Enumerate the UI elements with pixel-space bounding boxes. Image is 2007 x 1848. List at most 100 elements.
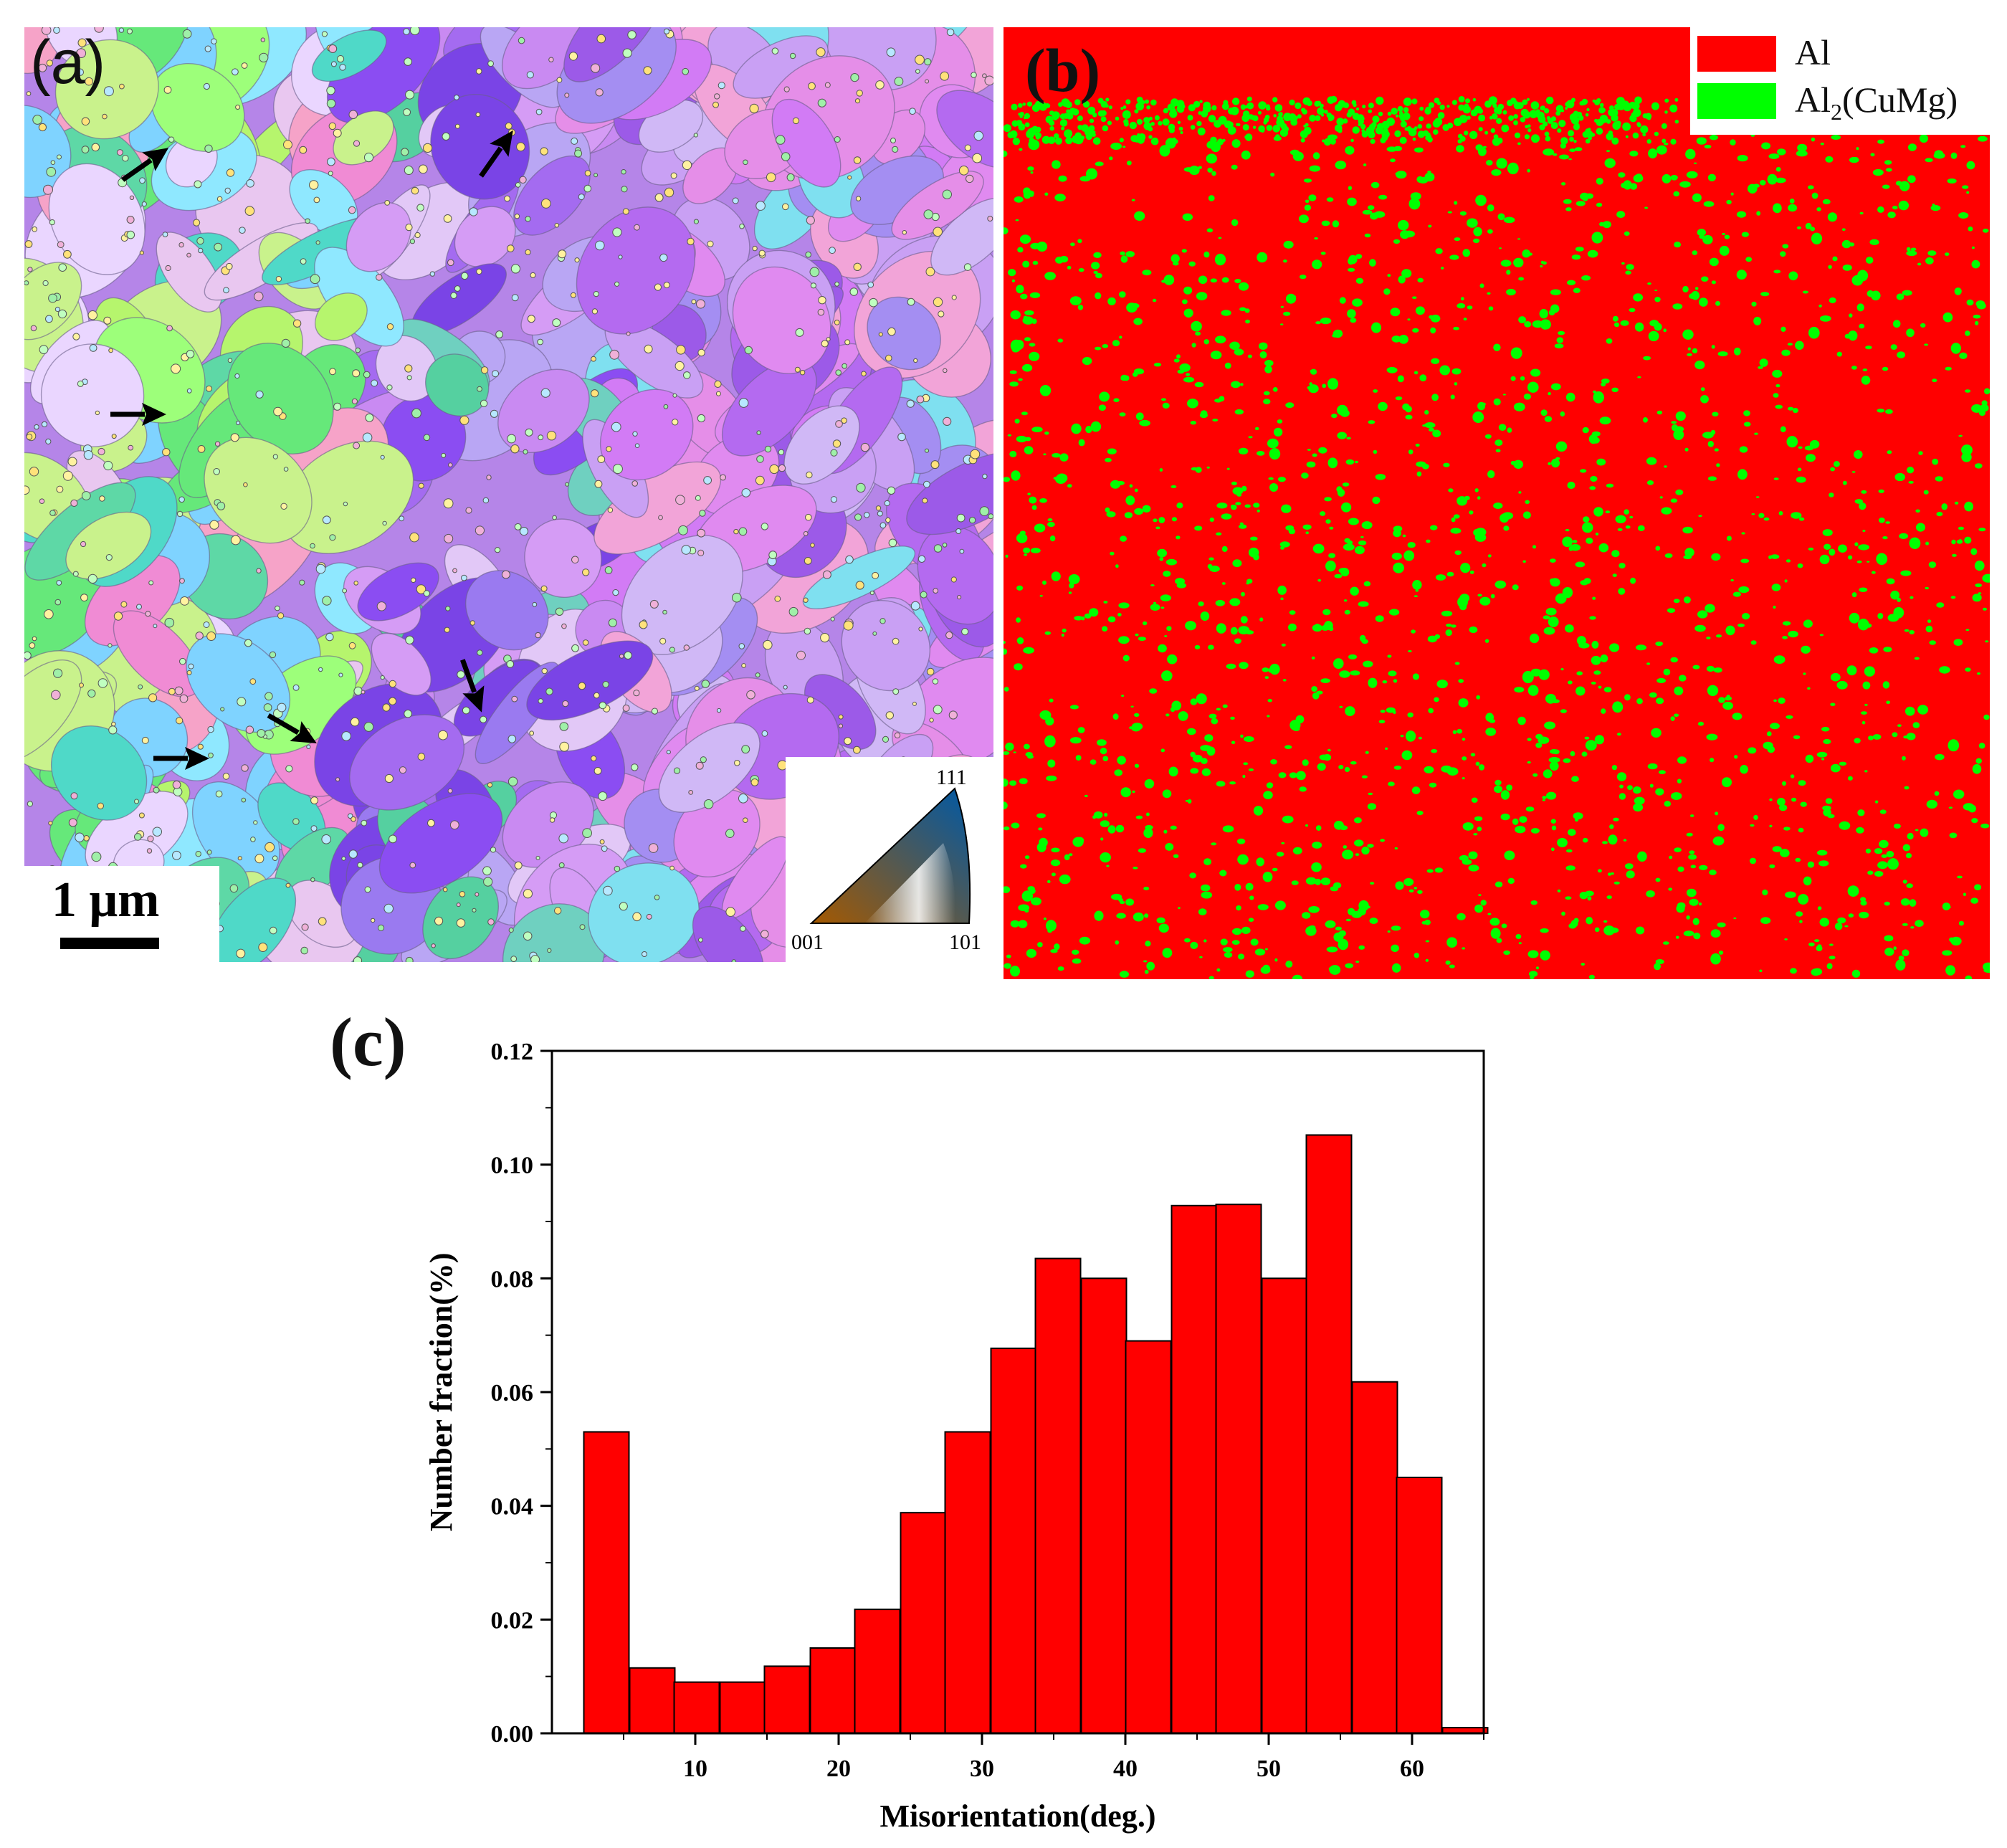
s-phase-particle [1441, 610, 1453, 616]
grain-boundary-particle [448, 462, 453, 467]
s-phase-particle [1847, 885, 1859, 897]
s-phase-particle [1395, 396, 1403, 401]
s-phase-particle [1754, 432, 1758, 435]
grain-boundary-particle [153, 786, 160, 794]
grain-boundary-particle [783, 685, 788, 690]
s-phase-particle [1601, 108, 1606, 113]
s-phase-particle [1662, 941, 1669, 945]
s-phase-particle [1153, 518, 1158, 523]
grain-boundary-particle [804, 627, 811, 635]
s-phase-particle [1892, 732, 1898, 738]
s-phase-particle [1707, 476, 1717, 481]
s-phase-particle [1737, 623, 1745, 627]
s-phase-particle [1784, 579, 1788, 583]
s-phase-particle [1177, 120, 1181, 124]
s-phase-particle [1061, 633, 1064, 637]
s-phase-particle [1208, 644, 1214, 650]
s-phase-particle [1115, 116, 1120, 121]
s-phase-particle [1249, 115, 1254, 119]
s-phase-particle [1818, 860, 1829, 867]
s-phase-particle [1730, 139, 1736, 146]
s-phase-particle [1162, 118, 1170, 126]
s-phase-particle [1373, 389, 1378, 393]
s-phase-particle [1669, 855, 1673, 859]
s-phase-particle [1281, 842, 1285, 844]
grain-boundary-particle [555, 607, 564, 616]
s-phase-particle [1543, 121, 1548, 127]
grain-boundary-particle [213, 468, 221, 475]
s-phase-particle [1884, 948, 1894, 956]
grain-boundary-particle [168, 687, 176, 695]
grain-boundary-particle [176, 717, 183, 725]
s-phase-particle [1335, 926, 1342, 931]
grain-boundary-particle [579, 924, 586, 930]
s-phase-particle [1788, 204, 1798, 212]
s-phase-particle [1031, 104, 1040, 112]
s-phase-particle [1412, 296, 1417, 300]
grain-boundary-particle [456, 902, 461, 908]
s-phase-particle [1305, 199, 1310, 204]
s-phase-particle [1093, 252, 1102, 258]
grain-boundary-particle [134, 833, 142, 841]
grain-boundary-particle [599, 701, 607, 710]
grain-boundary-particle [342, 588, 348, 594]
s-phase-particle [1359, 634, 1366, 642]
s-phase-particle [1584, 736, 1590, 740]
grain-boundary-particle [744, 346, 753, 355]
grain-boundary-particle [609, 349, 619, 360]
grain-boundary-particle [547, 948, 552, 953]
s-phase-particle [1789, 199, 1795, 204]
s-phase-particle [1343, 543, 1355, 551]
s-phase-particle [1424, 422, 1436, 429]
s-phase-particle [1270, 172, 1275, 177]
s-phase-particle [1603, 925, 1615, 935]
grain-boundary-particle [565, 482, 570, 487]
grain-boundary-particle [591, 308, 599, 315]
s-phase-particle [1208, 195, 1215, 201]
s-phase-particle [1118, 602, 1130, 609]
grain-boundary-particle [554, 907, 562, 915]
s-phase-particle [1698, 721, 1704, 726]
x-tick-label: 20 [826, 1756, 851, 1782]
s-phase-particle [1014, 196, 1024, 203]
s-phase-particle [1877, 409, 1885, 413]
grain-boundary-particle [606, 446, 612, 452]
grain-boundary-particle [300, 946, 309, 955]
s-phase-particle [1160, 594, 1171, 601]
s-phase-particle [1216, 532, 1222, 535]
s-phase-particle [1332, 220, 1340, 228]
grain-boundary-particle [237, 697, 247, 707]
s-phase-particle [1219, 870, 1227, 877]
grain-boundary-particle [443, 214, 452, 223]
s-phase-particle [1808, 547, 1814, 551]
s-phase-particle [1830, 702, 1836, 707]
s-phase-particle [1024, 113, 1030, 119]
s-phase-particle [1201, 110, 1209, 118]
s-phase-particle [1618, 172, 1626, 178]
s-phase-particle [1874, 848, 1883, 854]
s-phase-particle [1134, 109, 1139, 114]
s-phase-particle [1479, 764, 1484, 771]
grain-boundary-particle [405, 635, 414, 644]
s-phase-particle [1493, 398, 1501, 406]
grain-boundary-particle [138, 684, 143, 690]
s-phase-particle [1773, 605, 1776, 609]
s-phase-particle [1345, 459, 1355, 465]
grain-boundary-particle [514, 523, 522, 530]
s-phase-particle [1740, 558, 1750, 563]
grain-boundary-particle [519, 527, 529, 536]
s-phase-particle [1209, 557, 1214, 561]
s-phase-particle [1710, 758, 1715, 763]
s-phase-particle [1242, 124, 1249, 131]
s-phase-particle [1542, 796, 1547, 799]
legend-item-s-phase: Al2(CuMg) [1697, 80, 1984, 125]
s-phase-particle [1909, 899, 1917, 907]
s-phase-particle [1647, 763, 1658, 770]
s-phase-particle [1535, 742, 1543, 748]
s-phase-particle [1092, 130, 1096, 134]
s-phase-particle [1229, 781, 1236, 785]
s-phase-particle [1501, 125, 1507, 130]
s-phase-particle [1005, 554, 1009, 558]
s-phase-particle [1317, 578, 1322, 582]
s-phase-particle [1129, 121, 1137, 130]
